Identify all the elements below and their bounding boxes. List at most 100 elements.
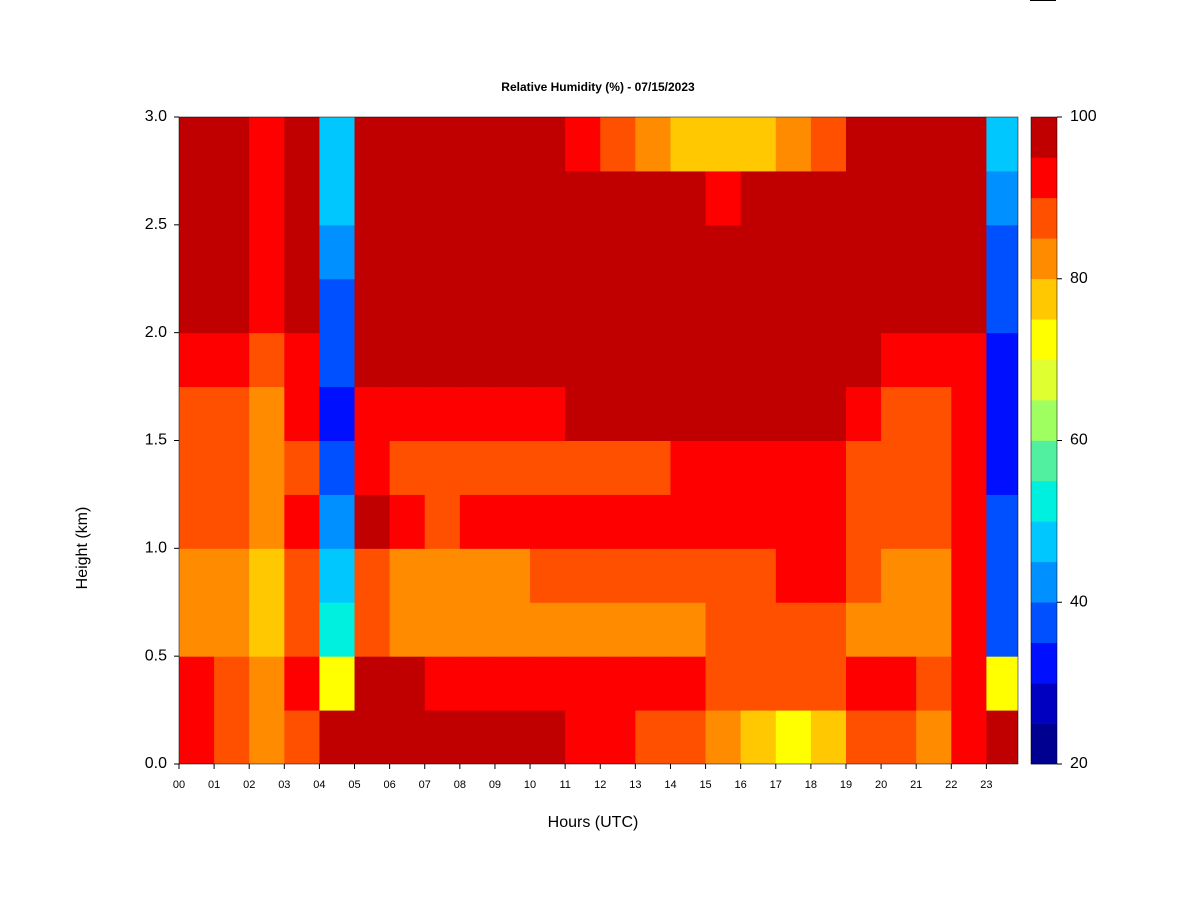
x-tick-label: 10 (524, 779, 536, 791)
cell (810, 548, 847, 603)
cell (740, 224, 777, 280)
cell (635, 440, 671, 495)
cell (249, 494, 285, 549)
cell (565, 494, 601, 549)
x-tick-label: 22 (945, 779, 957, 791)
cell (530, 494, 566, 549)
colorbar-band (1031, 117, 1057, 158)
colorbar-band (1031, 197, 1057, 239)
cell (459, 656, 496, 711)
cell (986, 548, 1018, 603)
cell (845, 386, 882, 441)
cell (670, 332, 707, 388)
cell (389, 710, 426, 764)
cell (319, 440, 356, 495)
cell (916, 117, 952, 172)
cell (881, 224, 917, 280)
cell (319, 548, 356, 603)
cell (881, 440, 917, 495)
cell (319, 710, 356, 764)
cell (354, 440, 391, 495)
cell (459, 117, 496, 172)
cell (249, 602, 285, 657)
cell (389, 170, 426, 226)
cell (881, 117, 917, 172)
cell (951, 170, 987, 226)
cell (600, 494, 636, 549)
cell (354, 170, 391, 226)
x-tick-label: 13 (629, 779, 641, 791)
cell (775, 440, 812, 495)
heatmap (179, 117, 1018, 764)
x-tick-label: 11 (559, 779, 570, 791)
cell (845, 278, 882, 334)
cell (424, 440, 461, 495)
cell (565, 170, 601, 226)
cell (740, 117, 777, 172)
cell (565, 278, 601, 334)
cell (775, 386, 812, 441)
cell (179, 602, 215, 657)
cell (951, 710, 987, 764)
cell (424, 548, 461, 603)
x-tick-label: 16 (735, 779, 747, 791)
y-tick-label: 2.0 (145, 324, 167, 341)
cell (214, 656, 250, 711)
cell (951, 656, 987, 711)
cell (354, 224, 391, 280)
cell (249, 548, 285, 603)
x-tick-label: 09 (489, 779, 501, 791)
cell (389, 224, 426, 280)
cell (881, 170, 917, 226)
cell (810, 602, 847, 657)
cell (459, 710, 496, 764)
cell (214, 117, 250, 172)
cell (600, 117, 636, 172)
cell (635, 602, 671, 657)
y-tick-label: 1.5 (145, 432, 167, 449)
cell (530, 602, 566, 657)
cell (600, 710, 636, 764)
cell (635, 170, 671, 226)
colorbar-band (1031, 561, 1057, 603)
cell (916, 332, 952, 388)
cell (845, 440, 882, 495)
cell (951, 117, 987, 172)
cell (179, 332, 215, 388)
cell (494, 386, 531, 441)
cell (775, 332, 812, 388)
cell (249, 332, 285, 388)
cell (530, 548, 566, 603)
cell (635, 494, 671, 549)
cell (740, 656, 777, 711)
cell (424, 332, 461, 388)
cell (705, 656, 742, 711)
cell (951, 548, 987, 603)
cell (740, 440, 777, 495)
cell (354, 548, 391, 603)
cell (916, 602, 952, 657)
cell (494, 494, 531, 549)
cell (705, 710, 742, 764)
cell (881, 386, 917, 441)
cell (179, 494, 215, 549)
cell (986, 386, 1018, 441)
cell (705, 332, 742, 388)
cell (354, 278, 391, 334)
cell (494, 278, 531, 334)
cell (705, 386, 742, 441)
x-tick-label: 07 (419, 779, 431, 791)
cell (670, 710, 707, 764)
x-tick-label: 08 (454, 779, 466, 791)
cell (389, 440, 426, 495)
cell (565, 386, 601, 441)
cell (565, 440, 601, 495)
cell (600, 224, 636, 280)
cell (775, 548, 812, 603)
x-tick-label: 02 (243, 779, 255, 791)
cell (986, 494, 1018, 549)
cell (775, 494, 812, 549)
cell (916, 386, 952, 441)
cell (810, 656, 847, 711)
cell (214, 548, 250, 603)
